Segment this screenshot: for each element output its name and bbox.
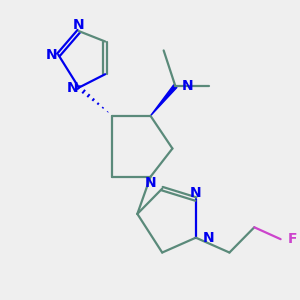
Text: N: N <box>203 231 215 245</box>
Text: N: N <box>46 48 58 62</box>
Text: N: N <box>145 176 156 190</box>
Text: N: N <box>182 79 194 93</box>
Polygon shape <box>151 85 177 116</box>
Text: F: F <box>288 232 297 246</box>
Text: N: N <box>73 18 85 32</box>
Text: N: N <box>190 185 202 200</box>
Text: N: N <box>67 81 78 94</box>
